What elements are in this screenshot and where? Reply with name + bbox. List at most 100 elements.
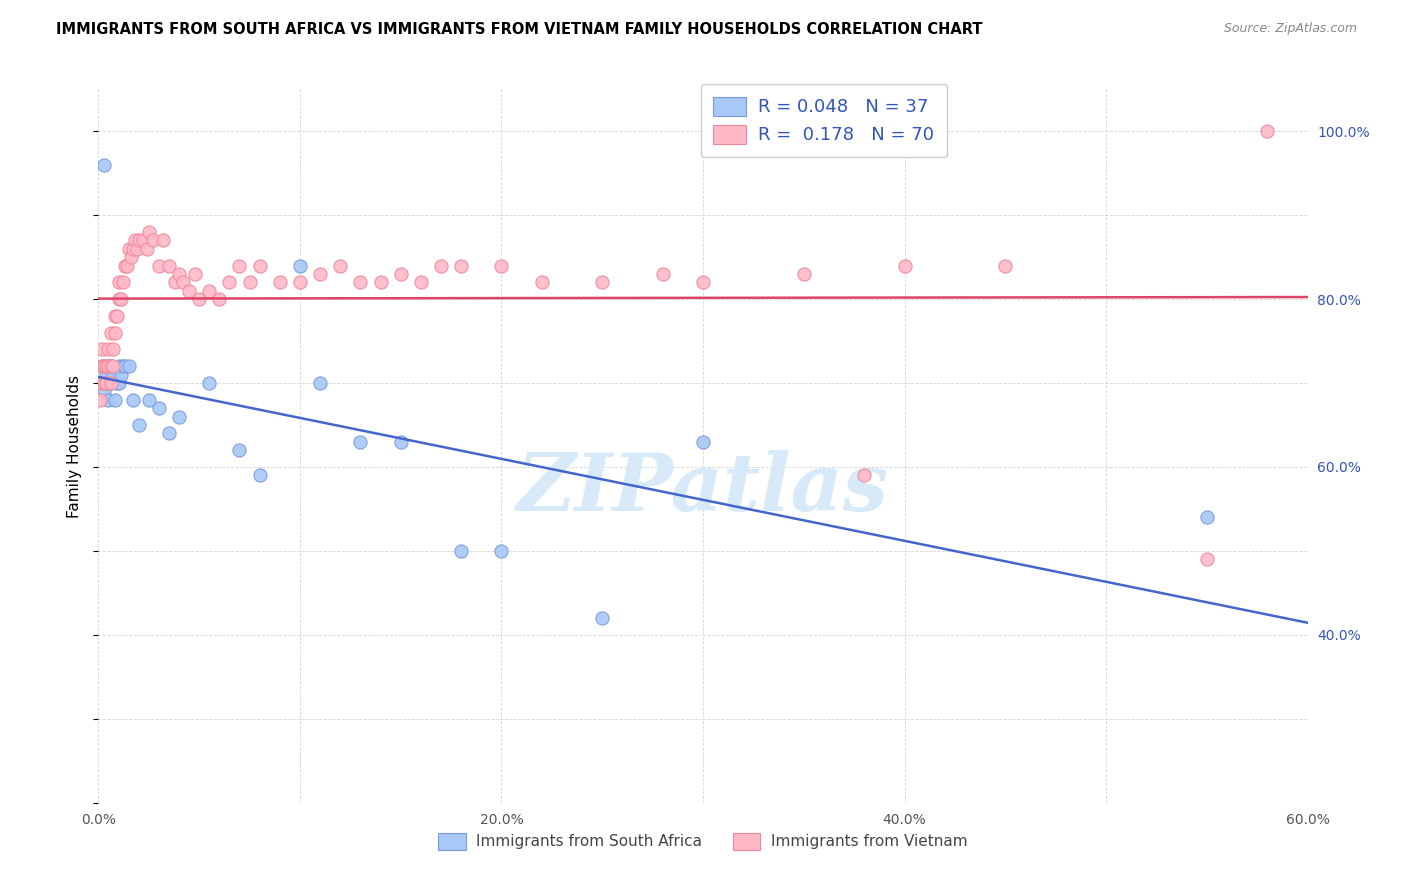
Point xyxy=(692,434,714,449)
Point xyxy=(329,259,352,273)
Point xyxy=(228,443,250,458)
Point xyxy=(793,267,815,281)
Point xyxy=(163,275,186,289)
Point xyxy=(100,376,122,390)
Point xyxy=(1195,552,1218,566)
Point xyxy=(167,267,190,281)
Point xyxy=(128,417,150,432)
Point xyxy=(107,275,129,289)
Point xyxy=(349,434,371,449)
Point xyxy=(389,434,412,449)
Point xyxy=(128,233,150,247)
Point xyxy=(110,292,132,306)
Point xyxy=(100,359,122,374)
Point xyxy=(893,259,915,273)
Point xyxy=(101,343,124,357)
Point xyxy=(450,259,472,273)
Point xyxy=(100,376,122,390)
Point xyxy=(115,259,138,273)
Text: Source: ZipAtlas.com: Source: ZipAtlas.com xyxy=(1223,22,1357,36)
Point xyxy=(107,292,129,306)
Point xyxy=(179,284,201,298)
Point xyxy=(107,359,129,374)
Point xyxy=(138,392,160,407)
Point xyxy=(101,359,124,374)
Point xyxy=(994,259,1017,273)
Point xyxy=(118,359,141,374)
Point xyxy=(111,359,134,374)
Point xyxy=(1256,124,1278,138)
Point xyxy=(198,376,221,390)
Point xyxy=(692,275,714,289)
Point xyxy=(1195,510,1218,524)
Point xyxy=(105,376,128,390)
Point xyxy=(148,259,170,273)
Point xyxy=(103,309,125,323)
Legend: Immigrants from South Africa, Immigrants from Vietnam: Immigrants from South Africa, Immigrants… xyxy=(432,827,974,855)
Point xyxy=(142,233,165,247)
Point xyxy=(124,233,146,247)
Point xyxy=(591,275,613,289)
Point xyxy=(89,376,111,390)
Point xyxy=(651,267,673,281)
Point xyxy=(409,275,432,289)
Point xyxy=(184,267,207,281)
Point xyxy=(172,275,194,289)
Point xyxy=(125,242,148,256)
Point xyxy=(288,275,311,289)
Text: ZIPatlas: ZIPatlas xyxy=(517,450,889,527)
Point xyxy=(530,275,553,289)
Point xyxy=(132,233,155,247)
Point xyxy=(198,284,221,298)
Point xyxy=(138,225,160,239)
Point xyxy=(114,359,136,374)
Point xyxy=(389,267,412,281)
Point xyxy=(89,376,111,390)
Point xyxy=(249,259,271,273)
Point xyxy=(239,275,262,289)
Point xyxy=(93,376,115,390)
Point xyxy=(450,544,472,558)
Point xyxy=(249,468,271,483)
Point xyxy=(188,292,211,306)
Point xyxy=(96,359,118,374)
Point xyxy=(491,259,513,273)
Point xyxy=(430,259,453,273)
Point xyxy=(93,158,115,172)
Point xyxy=(121,242,143,256)
Point xyxy=(853,468,876,483)
Point xyxy=(135,242,157,256)
Point xyxy=(93,359,115,374)
Point xyxy=(120,250,142,264)
Point xyxy=(100,359,122,374)
Point xyxy=(96,368,118,382)
Point xyxy=(96,376,118,390)
Point xyxy=(91,359,114,374)
Point xyxy=(370,275,392,289)
Point xyxy=(491,544,513,558)
Point xyxy=(111,275,134,289)
Point xyxy=(157,259,180,273)
Point xyxy=(91,359,114,374)
Point xyxy=(157,426,180,441)
Point xyxy=(97,359,120,374)
Point xyxy=(93,384,115,399)
Point xyxy=(228,259,250,273)
Point xyxy=(89,392,111,407)
Point xyxy=(110,368,132,382)
Point xyxy=(91,343,114,357)
Point xyxy=(167,409,190,424)
Point xyxy=(152,233,174,247)
Point xyxy=(349,275,371,289)
Point xyxy=(97,359,120,374)
Point xyxy=(103,392,125,407)
Point xyxy=(288,259,311,273)
Point xyxy=(97,343,120,357)
Point xyxy=(105,309,128,323)
Point xyxy=(103,326,125,340)
Point xyxy=(96,376,118,390)
Point xyxy=(114,259,136,273)
Point xyxy=(591,611,613,625)
Point xyxy=(148,401,170,416)
Point xyxy=(101,368,124,382)
